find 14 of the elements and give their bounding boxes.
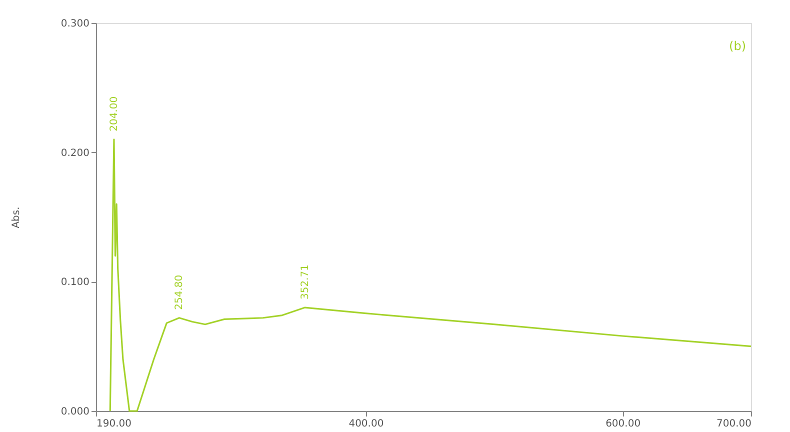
y-tick-label: 0.100 [60,277,90,288]
annotation: 352.71 [300,264,311,300]
y-tick-label: 0.200 [60,148,90,159]
y-tick-label: 0.000 [60,406,90,418]
line-series [109,138,752,412]
y-tick-label: 0.300 [60,18,90,30]
x-tick-label: 600.00 [606,418,641,430]
annotation: 204.00 [108,96,120,132]
x-tick-label: 400.00 [348,418,384,430]
x-tick-label: 190.00 [96,418,132,430]
x-tick-label: 700.00 [716,418,752,430]
y-axis-title: Abs. [10,206,22,228]
annotation: 254.80 [174,274,186,310]
annotation: (b) [729,39,746,53]
